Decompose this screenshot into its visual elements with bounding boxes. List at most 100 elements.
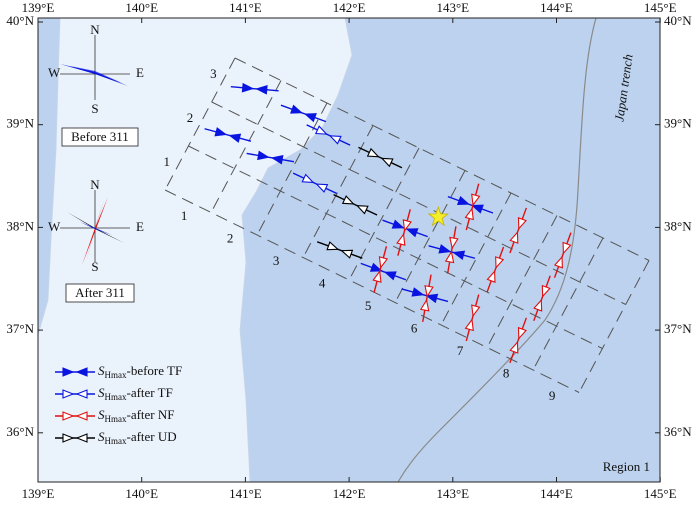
compass-n: N (90, 22, 100, 37)
stress-arrow (509, 340, 519, 354)
stress-arrow (257, 150, 270, 161)
stress-arrow (517, 217, 527, 230)
lat-tick-label: 38°N (6, 218, 34, 233)
stress-symbol (372, 246, 389, 293)
stress-line (533, 275, 551, 322)
legend-label: SHmax-before TF (98, 363, 182, 380)
stress-line (306, 124, 351, 146)
stress-arrow (391, 219, 405, 229)
stress-symbol (509, 317, 527, 364)
stress-arrow (562, 241, 572, 255)
stress-symbol (419, 274, 434, 323)
stress-arrow (75, 389, 88, 399)
compass-w: W (48, 219, 61, 234)
lon-tick-label: 140°E (125, 0, 158, 15)
stress-symbol (306, 124, 351, 146)
legend-label: SHmax-after NF (98, 407, 175, 424)
stress-arrow (444, 250, 455, 264)
stress-symbol (447, 195, 494, 214)
stress-arrow (464, 318, 474, 332)
epicenter (427, 205, 449, 227)
stress-line (360, 262, 407, 281)
stress-symbol (509, 207, 527, 254)
stress-line (509, 207, 527, 254)
legend-symbol: S (98, 363, 105, 378)
lon-tick-label: 142°E (333, 0, 366, 15)
lat-tick-label: 39°N (664, 116, 692, 131)
lat-tick-label: 36°N (6, 424, 34, 439)
lat-tick-label: 36°N (664, 424, 692, 439)
stress-arrow (486, 269, 496, 283)
legend-text: -after UD (127, 429, 177, 444)
stress-arrow (369, 262, 383, 272)
lat-tick-label: 37°N (664, 321, 692, 336)
stress-symbol (533, 275, 551, 322)
stress-arrow (270, 155, 284, 165)
stress-arrow (303, 113, 317, 123)
compass-rose: N S E W After 311 (48, 177, 144, 303)
compass-title: Before 311 (71, 129, 129, 144)
stress-symbol (230, 82, 279, 95)
stress-arrow (471, 304, 481, 318)
lon-tick-label: 141°E (229, 0, 262, 15)
legend-symbol: S (98, 385, 105, 400)
stress-arrow (402, 219, 412, 233)
stress-arrow (541, 284, 551, 298)
stress-line (401, 288, 449, 303)
grid-row-label: 1 (164, 154, 171, 169)
stress-arrow (405, 228, 419, 238)
stress-line (465, 183, 480, 231)
stress-arrow (419, 298, 430, 312)
stress-arrow (449, 236, 459, 250)
stress-arrow (495, 256, 505, 270)
stress-line (316, 241, 363, 259)
lon-tick-label: 139°E (22, 486, 55, 501)
legend-symbol: S (98, 407, 105, 422)
grid-line (486, 215, 558, 348)
stress-arrow (372, 270, 382, 283)
legend-text: -after NF (127, 407, 175, 422)
lon-tick-label: 145°E (644, 486, 677, 501)
legend-text: -after TF (127, 385, 173, 400)
stress-arrow (533, 298, 543, 312)
stress-symbol (358, 146, 403, 169)
stress-arrow (301, 173, 315, 184)
compass-title: After 311 (75, 285, 125, 300)
stress-line (447, 195, 494, 214)
stress-symbol (360, 262, 407, 281)
stress-symbol (333, 194, 378, 216)
stress-arrow (509, 230, 519, 244)
lon-tick-label: 139°E (22, 0, 55, 15)
legend-subscript: Hmax (105, 392, 127, 402)
stress-symbol (553, 232, 572, 278)
grid-line (234, 57, 650, 261)
stress-symbol (464, 294, 481, 342)
grid-line (578, 260, 650, 393)
stress-arrow (75, 433, 88, 443)
grid-column-label: 5 (365, 298, 372, 313)
stress-line (486, 246, 505, 293)
stress-arrow (315, 183, 329, 193)
grid-line (440, 192, 512, 326)
stress-arrow (255, 85, 268, 95)
stress-arrow (366, 147, 380, 158)
stress-line (204, 128, 252, 142)
lat-tick-label: 39°N (6, 116, 34, 131)
stress-arrow (290, 104, 303, 114)
stress-line (230, 85, 279, 92)
stress-arrow (75, 411, 88, 421)
stress-arrow (241, 82, 255, 93)
stress-arrow (228, 133, 242, 143)
compass-w: W (48, 65, 61, 80)
basemap (38, 18, 660, 482)
lon-tick-label: 142°E (333, 486, 366, 501)
stress-symbol (292, 172, 337, 195)
grid-line (302, 125, 374, 258)
stress-symbol (382, 219, 428, 238)
stress-arrow (62, 389, 75, 399)
lat-tick-label: 37°N (6, 321, 34, 336)
stress-line (397, 209, 411, 256)
stress-symbol (401, 287, 449, 304)
stress-arrow (424, 285, 434, 298)
